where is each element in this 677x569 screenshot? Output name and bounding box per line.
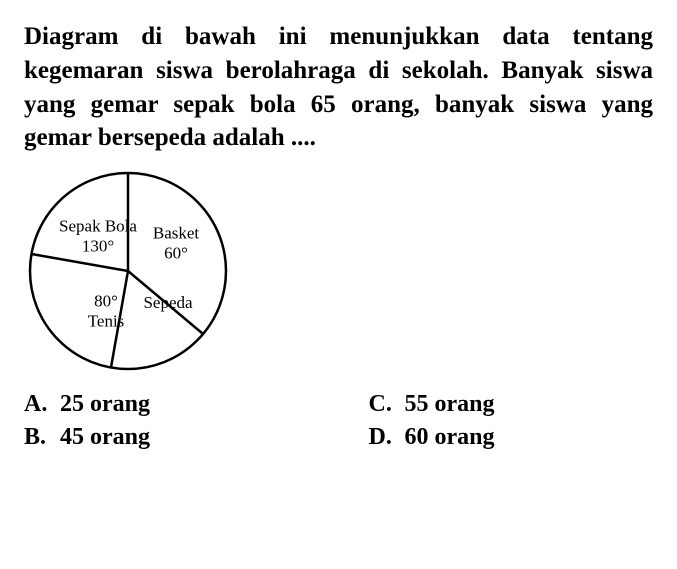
pie-label-0: Sepak Bola130°: [59, 216, 137, 255]
answer-c-text: 55 orang: [405, 391, 495, 418]
answer-d: D. 60 orang: [369, 424, 654, 451]
answer-a-text: 25 orang: [60, 391, 150, 418]
pie-svg: [28, 171, 228, 371]
answer-d-text: 60 orang: [405, 424, 495, 451]
answer-options: A. 25 orang C. 55 orang B. 45 orang D. 6…: [24, 391, 653, 451]
pie-chart: Sepak Bola130° Basket60° Sepeda 80°Tenis: [28, 171, 228, 371]
answer-d-letter: D.: [369, 424, 397, 451]
answer-b-text: 45 orang: [60, 424, 150, 451]
question-text: Diagram di bawah ini menunjukkan data te…: [24, 20, 653, 155]
pie-label-2: Sepeda: [143, 293, 192, 313]
answer-a-letter: A.: [24, 391, 52, 418]
pie-label-1: Basket60°: [153, 223, 199, 262]
answer-a: A. 25 orang: [24, 391, 309, 418]
answer-c-letter: C.: [369, 391, 397, 418]
answer-b-letter: B.: [24, 424, 52, 451]
answer-c: C. 55 orang: [369, 391, 654, 418]
answer-b: B. 45 orang: [24, 424, 309, 451]
pie-label-3: 80°Tenis: [88, 291, 125, 330]
